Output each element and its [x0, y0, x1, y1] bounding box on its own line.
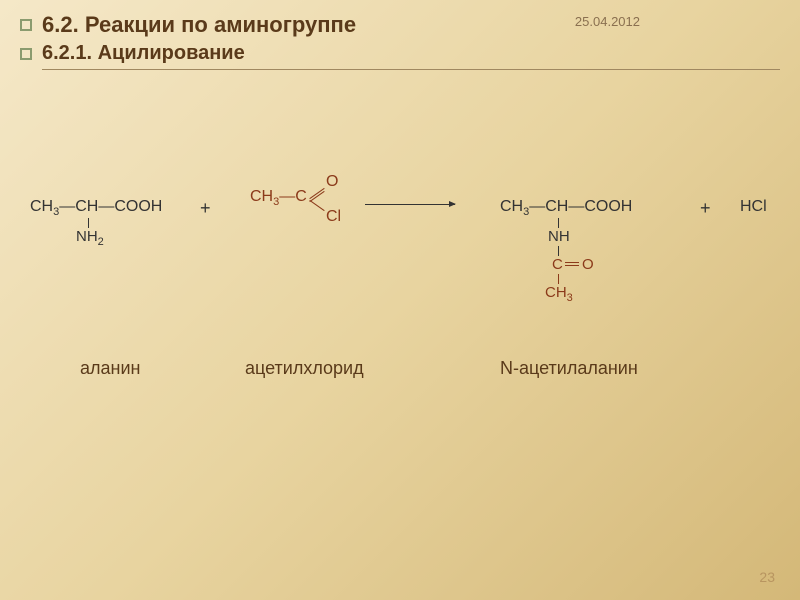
bond-line	[309, 188, 324, 199]
product-chain: CH3—CH—COOH	[500, 198, 632, 218]
section-heading-1: 6.2. Реакции по аминогруппе	[42, 12, 356, 38]
bond-line	[558, 218, 559, 228]
h1-number: 6.2.	[42, 12, 79, 37]
reactant2-ch3: CH3	[250, 188, 279, 205]
h1-text: Реакции по аминогруппе	[85, 12, 356, 37]
product-ch3: CH3	[545, 284, 573, 304]
reactant2-cl: Cl	[326, 208, 341, 226]
reaction-scheme: CH3—CH—COOH NH2 + CH3—C O Cl CH3—CH—COOH…	[0, 178, 800, 328]
reactant2-oxygen: O	[326, 173, 338, 191]
slide-date: 25.04.2012	[575, 14, 640, 29]
reaction-arrow	[365, 204, 455, 205]
bond-line	[565, 262, 579, 263]
bond-line	[558, 274, 559, 284]
bond-line	[88, 218, 89, 228]
bond-line	[309, 200, 324, 211]
reactant2-c: C	[295, 188, 307, 205]
product-oxygen: O	[582, 256, 594, 273]
section-heading-2: 6.2.1. Ацилирование	[42, 42, 245, 65]
product-nh: NH	[548, 228, 570, 245]
heading-underline	[42, 69, 780, 70]
product-formula: CH3—CH—COOH NH C O CH3	[500, 198, 632, 218]
h2-number: 6.2.1.	[42, 42, 92, 64]
plus-sign: +	[200, 198, 211, 219]
h2-text: Ацилирование	[98, 42, 245, 64]
plus-sign: +	[700, 198, 711, 219]
byproduct-hcl: HCl	[740, 198, 767, 216]
bullet-icon	[20, 48, 32, 60]
reactant2-formula: CH3—C O Cl	[250, 188, 307, 208]
compound-labels: аланин ацетилхлорид N-ацетилаланин	[0, 358, 800, 388]
product-c: C	[552, 256, 563, 273]
label-reactant2: ацетилхлорид	[245, 358, 364, 379]
label-reactant1: аланин	[80, 358, 140, 379]
reactant1-formula: CH3—CH—COOH NH2	[30, 198, 162, 218]
page-number: 23	[759, 569, 775, 585]
bullet-icon	[20, 19, 32, 31]
reactant1-chain: CH3—CH—COOH	[30, 198, 162, 218]
reactant1-nh2: NH2	[76, 228, 104, 248]
bond-line	[558, 246, 559, 256]
label-product: N-ацетилаланин	[500, 358, 638, 379]
bond-line	[565, 265, 579, 266]
